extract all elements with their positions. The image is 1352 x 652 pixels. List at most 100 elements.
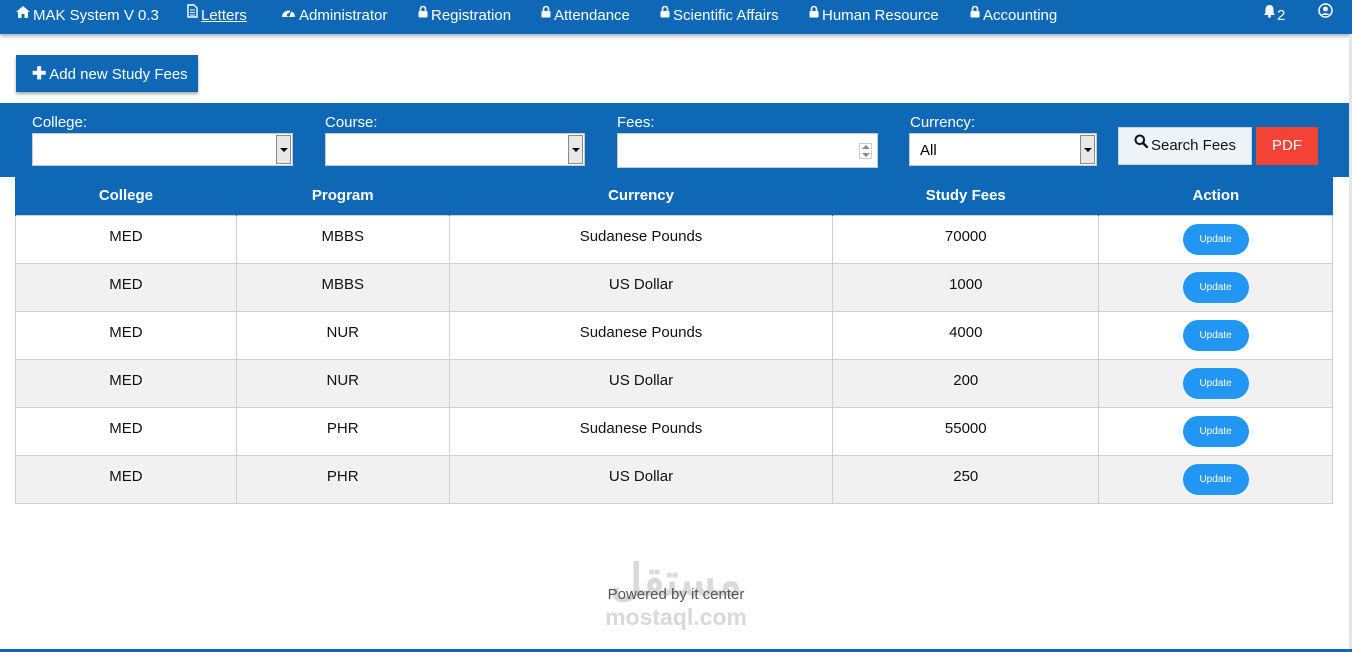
cell-study-fees: 4000 (832, 310, 1100, 360)
cell-action: Update (1098, 406, 1333, 456)
table-row: MED MBBS Sudanese Pounds 70000 Update (15, 214, 1333, 264)
cell-currency: Sudanese Pounds (448, 214, 834, 264)
search-fees-label: Search Fees (1150, 137, 1237, 154)
pdf-label: PDF (1272, 137, 1302, 154)
cell-program: NUR (235, 358, 450, 408)
plus-icon: ✚ (32, 64, 47, 83)
cell-currency: US Dollar (448, 358, 834, 408)
nav-brand[interactable]: MAK System V 0.3 (16, 0, 159, 34)
column-header-college[interactable]: College (15, 177, 237, 215)
number-spinner-icon[interactable] (859, 143, 872, 159)
fees-input[interactable] (617, 133, 878, 168)
college-label: College: (32, 114, 88, 131)
lock-icon (418, 0, 428, 30)
user-menu-button[interactable] (1318, 0, 1336, 34)
watermark-arabic: مستقل (610, 556, 742, 605)
nav-item-letters[interactable]: Letters (187, 0, 247, 34)
cell-action: Update (1098, 214, 1333, 264)
bottom-divider (0, 649, 1352, 652)
file-icon (187, 0, 198, 30)
cell-program: MBBS (235, 214, 450, 264)
cell-college: MED (15, 406, 237, 456)
cell-program: NUR (235, 310, 450, 360)
nav-item-label: Attendance (554, 7, 630, 24)
cell-action: Update (1098, 310, 1333, 360)
add-study-fees-button[interactable]: ✚ Add new Study Fees (16, 55, 198, 92)
cell-currency: US Dollar (448, 454, 834, 504)
nav-item-administrator[interactable]: Administrator (281, 0, 387, 34)
update-button[interactable]: Update (1182, 271, 1249, 303)
cell-study-fees: 1000 (832, 262, 1100, 312)
cell-college: MED (15, 310, 237, 360)
lock-icon (809, 0, 819, 30)
fees-label: Fees: (617, 114, 655, 131)
nav-brand-label: MAK System V 0.3 (33, 7, 159, 24)
scrollbar[interactable] (1349, 34, 1352, 649)
bell-icon (1263, 0, 1276, 30)
course-select[interactable] (325, 133, 585, 166)
search-fees-button[interactable]: Search Fees (1118, 127, 1252, 165)
cell-college: MED (15, 214, 237, 264)
column-header-program[interactable]: Program (235, 177, 450, 215)
nav-item-accounting[interactable]: Accounting (970, 0, 1057, 34)
currency-label: Currency: (910, 114, 976, 131)
dashboard-icon (281, 0, 296, 30)
lock-icon (970, 0, 980, 30)
nav-item-label: Accounting (983, 7, 1058, 24)
cell-study-fees: 55000 (832, 406, 1100, 456)
column-header-currency[interactable]: Currency (448, 177, 833, 215)
lock-icon (541, 0, 551, 30)
cell-college: MED (15, 358, 237, 408)
cell-program: PHR (235, 406, 450, 456)
nav-item-label: Scientific Affairs (673, 7, 779, 24)
cell-action: Update (1098, 454, 1333, 504)
update-button[interactable]: Update (1182, 223, 1249, 255)
cell-study-fees: 250 (832, 454, 1100, 504)
nav-item-label: Letters (201, 7, 247, 24)
cell-study-fees: 200 (832, 358, 1100, 408)
currency-select[interactable]: All (909, 133, 1097, 166)
chevron-down-icon[interactable] (276, 135, 291, 164)
column-header-study-fees[interactable]: Study Fees (832, 177, 1099, 215)
cell-program: MBBS (235, 262, 450, 312)
nav-item-label: Administrator (299, 7, 388, 24)
notification-count: 2 (1277, 7, 1286, 24)
currency-value: All (920, 142, 937, 159)
cell-currency: Sudanese Pounds (448, 310, 834, 360)
user-circle-icon (1318, 0, 1333, 30)
cell-currency: Sudanese Pounds (448, 406, 834, 456)
cell-program: PHR (235, 454, 450, 504)
nav-item-attendance[interactable]: Attendance (541, 0, 630, 34)
lock-icon (660, 0, 670, 30)
cell-college: MED (15, 262, 237, 312)
cell-college: MED (15, 454, 237, 504)
nav-item-label: Registration (431, 7, 512, 24)
search-icon (1134, 126, 1149, 162)
chevron-down-icon[interactable] (568, 135, 583, 164)
cell-action: Update (1098, 262, 1333, 312)
nav-item-registration[interactable]: Registration (418, 0, 511, 34)
nav-item-scientific-affairs[interactable]: Scientific Affairs (660, 0, 779, 34)
update-button[interactable]: Update (1182, 367, 1249, 399)
table-row: MED PHR Sudanese Pounds 55000 Update (15, 406, 1333, 456)
table-header-row: College Program Currency Study Fees Acti… (15, 177, 1333, 215)
cell-study-fees: 70000 (832, 214, 1100, 264)
nav-item-label: Human Resource (822, 7, 939, 24)
update-button[interactable]: Update (1182, 415, 1249, 447)
college-select[interactable] (32, 133, 293, 166)
watermark-logo: مستقل mostaql.com (594, 558, 758, 644)
home-icon (16, 0, 30, 30)
chevron-down-icon[interactable] (1080, 135, 1095, 164)
update-button[interactable]: Update (1182, 319, 1249, 351)
study-fees-table: College Program Currency Study Fees Acti… (15, 177, 1333, 504)
filter-bar: College: Course: Fees: Currency: All Sea… (0, 103, 1352, 177)
cell-currency: US Dollar (448, 262, 834, 312)
nav-item-human-resource[interactable]: Human Resource (809, 0, 939, 34)
notifications-button[interactable]: 2 (1263, 0, 1285, 34)
update-button[interactable]: Update (1182, 463, 1249, 495)
add-study-fees-label: Add new Study Fees (49, 66, 188, 83)
table-row: MED NUR Sudanese Pounds 4000 Update (15, 310, 1333, 360)
watermark-latin: mostaql.com (605, 604, 747, 630)
pdf-button[interactable]: PDF (1256, 127, 1318, 165)
table-row: MED MBBS US Dollar 1000 Update (15, 262, 1333, 312)
